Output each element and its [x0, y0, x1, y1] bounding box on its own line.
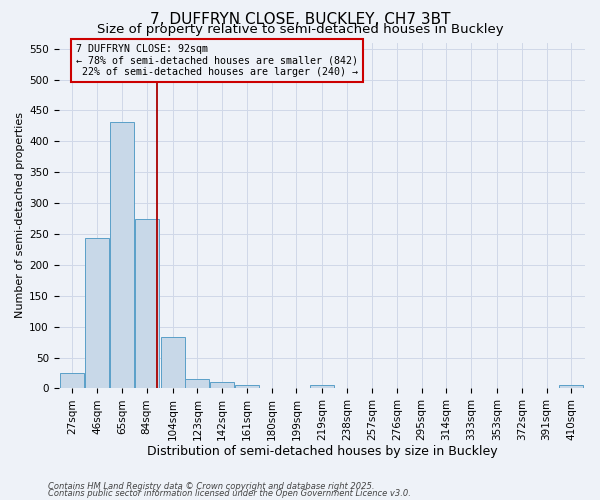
Bar — [85, 238, 109, 388]
Bar — [235, 386, 259, 388]
Bar — [310, 386, 334, 388]
Text: Contains HM Land Registry data © Crown copyright and database right 2025.: Contains HM Land Registry data © Crown c… — [48, 482, 374, 491]
Bar — [161, 337, 185, 388]
Text: Contains public sector information licensed under the Open Government Licence v3: Contains public sector information licen… — [48, 490, 411, 498]
Bar — [210, 382, 234, 388]
X-axis label: Distribution of semi-detached houses by size in Buckley: Distribution of semi-detached houses by … — [146, 444, 497, 458]
Bar — [185, 379, 209, 388]
Bar — [559, 386, 583, 388]
Y-axis label: Number of semi-detached properties: Number of semi-detached properties — [15, 112, 25, 318]
Text: 7 DUFFRYN CLOSE: 92sqm
← 78% of semi-detached houses are smaller (842)
 22% of s: 7 DUFFRYN CLOSE: 92sqm ← 78% of semi-det… — [76, 44, 358, 77]
Text: 7, DUFFRYN CLOSE, BUCKLEY, CH7 3BT: 7, DUFFRYN CLOSE, BUCKLEY, CH7 3BT — [150, 12, 450, 28]
Bar — [110, 122, 134, 388]
Bar — [134, 218, 158, 388]
Bar — [60, 373, 84, 388]
Text: Size of property relative to semi-detached houses in Buckley: Size of property relative to semi-detach… — [97, 22, 503, 36]
